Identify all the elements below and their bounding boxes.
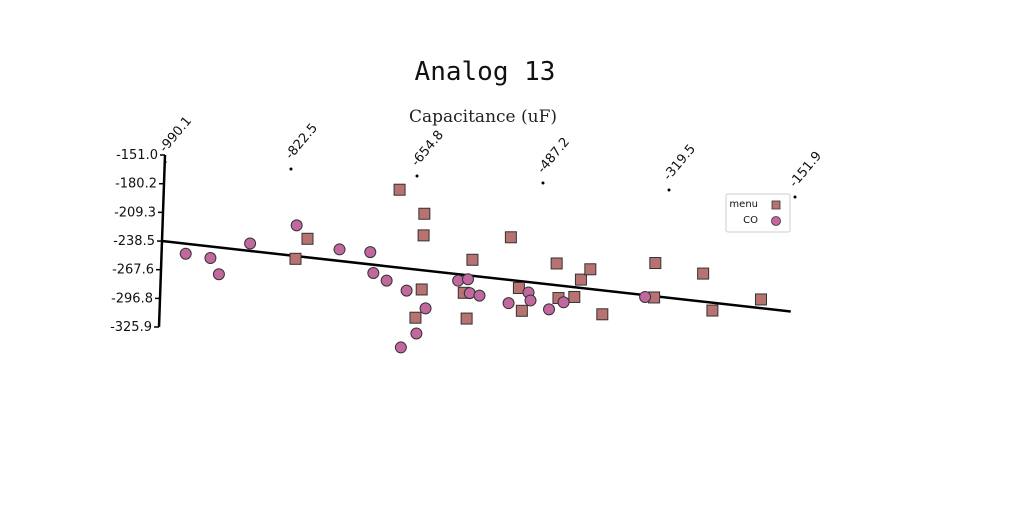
data-point-menu (568, 290, 581, 303)
x-tick-mark (415, 174, 419, 178)
data-point-co (367, 266, 380, 279)
data-point-co (461, 273, 474, 286)
data-point-menu (504, 231, 517, 244)
trend-line (161, 239, 791, 313)
data-point-menu (515, 304, 528, 317)
data-point-co (290, 219, 303, 232)
x-tick-label: -319.5 (661, 142, 699, 184)
y-tick-label: -151.0 (116, 148, 158, 163)
series-menu (289, 183, 767, 325)
data-point-co (543, 303, 556, 316)
data-point-co (473, 289, 486, 302)
data-point-menu (512, 281, 525, 294)
legend-marker-co (771, 216, 781, 226)
x-tick-label: -654.8 (409, 128, 447, 170)
data-point-co (212, 268, 225, 281)
x-tick-mark (289, 167, 293, 171)
data-point-co (419, 302, 432, 315)
y-tick-label: -267.6 (112, 263, 154, 278)
legend-label-menu: menu (729, 199, 758, 210)
data-point-co (333, 243, 346, 256)
data-point-menu (706, 304, 719, 317)
data-point-co (394, 341, 407, 354)
data-point-menu (418, 207, 431, 220)
data-point-menu (550, 257, 563, 270)
legend: menu CO (725, 193, 791, 233)
data-point-menu (584, 263, 597, 276)
data-point-co (557, 296, 570, 309)
y-tick-label: -180.2 (115, 177, 157, 192)
data-point-co (179, 247, 192, 260)
data-point-menu (697, 267, 710, 280)
data-point-co (639, 290, 652, 303)
data-point-co (463, 287, 476, 300)
data-point-co (502, 297, 515, 310)
data-point-menu (466, 253, 479, 266)
data-point-menu (596, 308, 609, 321)
data-point-co (400, 284, 413, 297)
x-tick-label: -487.2 (535, 135, 573, 177)
x-tick-label: -151.9 (787, 149, 825, 191)
y-tick-label: -325.9 (110, 320, 152, 335)
chart-title: Analog 13 (415, 57, 556, 87)
y-axis-line (157, 154, 167, 328)
legend-marker-menu (771, 200, 781, 210)
y-axis-ticks: -151.0 -180.2 -209.3 -238.5 -267.6 -296.8 -325… (110, 148, 165, 335)
legend-label-co: CO (743, 215, 758, 226)
data-point-menu (754, 293, 767, 306)
x-tick-label: -822.5 (283, 121, 321, 163)
x-tick-mark (541, 181, 545, 185)
data-point-menu (574, 273, 587, 286)
x-axis-label: Capacitance (uF) (409, 107, 557, 127)
data-point-co (204, 252, 217, 265)
y-tick-label: -238.5 (113, 234, 155, 249)
data-point-co (364, 246, 377, 259)
data-point-menu (415, 283, 428, 296)
data-point-menu (393, 183, 406, 196)
x-tick-label: -990.1 (157, 114, 195, 156)
data-point-co (524, 294, 537, 307)
data-point-co (244, 237, 257, 250)
x-tick-mark (793, 195, 797, 199)
data-point-menu (409, 311, 422, 324)
data-point-menu (649, 257, 662, 270)
y-tick-label: -296.8 (111, 291, 153, 306)
data-point-co (452, 274, 465, 287)
x-tick-mark (667, 188, 671, 192)
data-point-menu (289, 252, 302, 265)
series-co (179, 219, 652, 354)
data-point-menu (460, 312, 473, 325)
data-point-menu (301, 232, 314, 245)
y-tick-label: -209.3 (114, 205, 156, 220)
data-point-menu (417, 229, 430, 242)
data-point-co (410, 327, 423, 340)
data-point-co (380, 274, 393, 287)
